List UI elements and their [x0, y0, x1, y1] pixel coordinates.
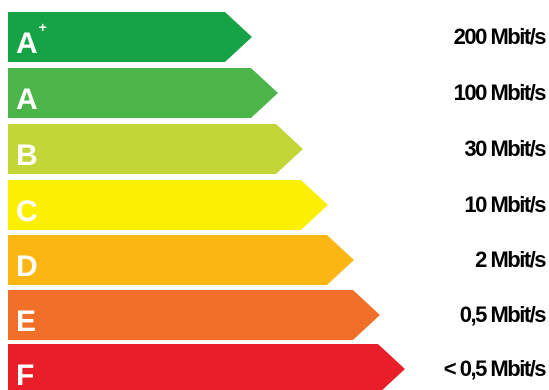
- tier-letter: F: [16, 359, 35, 390]
- tier-speed: 10 Mbit/s: [464, 192, 546, 217]
- tier-letter: B: [16, 139, 38, 172]
- tier-arrow: [8, 124, 303, 174]
- tier-arrow: [8, 68, 278, 118]
- tier-arrow: [8, 12, 252, 62]
- tier-arrow: [8, 290, 380, 340]
- tier-speed: 2 Mbit/s: [475, 247, 546, 272]
- tier-speed: 0,5 Mbit/s: [459, 302, 547, 327]
- tier-d: D 2 Mbit/s: [0, 235, 549, 285]
- tier-a: A 100 Mbit/s: [0, 68, 549, 118]
- tier-letter: A+: [16, 19, 47, 60]
- tier-letter: E: [16, 305, 37, 338]
- tier-e: E 0,5 Mbit/s: [0, 290, 549, 340]
- tier-c: C 10 Mbit/s: [0, 180, 549, 230]
- tier-speed: < 0,5 Mbit/s: [443, 356, 547, 381]
- tier-speed: 100 Mbit/s: [453, 80, 547, 105]
- tier-letter: A: [16, 83, 38, 116]
- tier-letter: C: [16, 195, 38, 228]
- tier-letter: D: [16, 250, 38, 283]
- tier-arrow: [8, 344, 405, 390]
- tier-speed: 30 Mbit/s: [464, 136, 546, 161]
- tier-f: F < 0,5 Mbit/s: [0, 344, 549, 390]
- tier-arrow: [8, 235, 354, 285]
- tier-arrow: [8, 180, 328, 230]
- tier-b: B 30 Mbit/s: [0, 124, 549, 174]
- tier-a-plus: A+ 200 Mbit/s: [0, 12, 549, 62]
- tier-speed: 200 Mbit/s: [453, 24, 547, 49]
